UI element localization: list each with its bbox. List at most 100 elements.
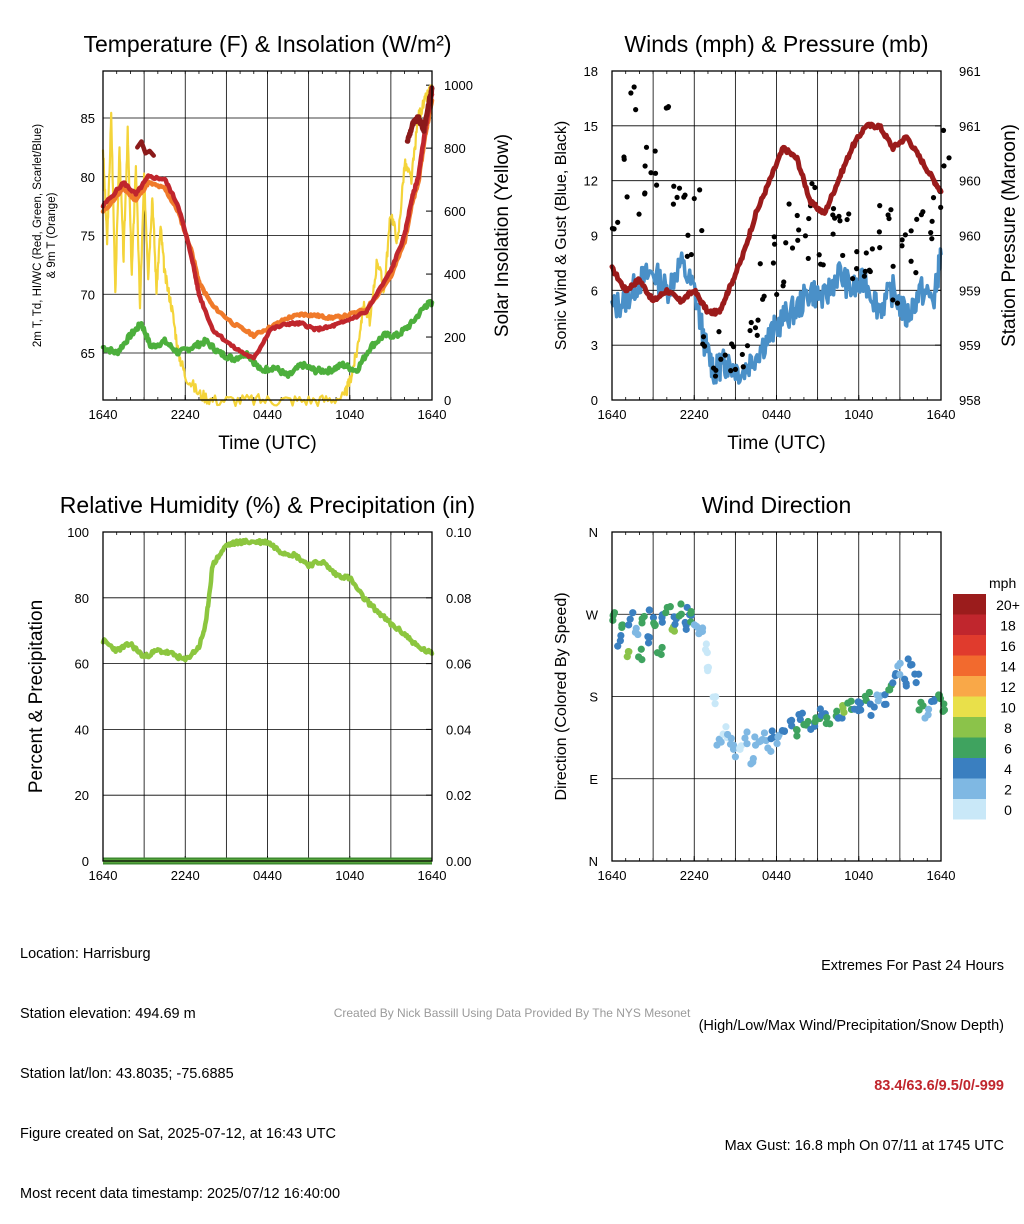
direction-point: [811, 717, 819, 726]
legend-swatch: [953, 655, 986, 676]
y-tick-label: 70: [81, 287, 95, 302]
direction-point: [751, 733, 759, 741]
plot-border: [611, 70, 942, 401]
direction-point: [649, 613, 658, 622]
elevation-text: Station elevation: 494.69 m: [20, 1006, 196, 1022]
extremes-info: Extremes For Past 24 Hours (High/Low/Max…: [699, 916, 1004, 1176]
y2-tick-label: 0.06: [446, 657, 471, 672]
direction-point: [609, 616, 617, 624]
direction-point: [638, 615, 646, 623]
direction-point: [870, 703, 878, 711]
y-axis-label: Percent & Precipitation: [26, 600, 47, 793]
direction-point: [788, 716, 796, 724]
gust-point: [832, 215, 838, 221]
chart-title: Wind Direction: [702, 492, 852, 518]
gust-point: [888, 207, 894, 213]
x-tick-label: 1640: [598, 868, 627, 883]
gust-point: [642, 191, 648, 197]
gust-point: [648, 170, 654, 176]
direction-point: [940, 700, 948, 708]
legend-swatch: [953, 737, 986, 758]
gust-point: [636, 211, 642, 217]
gust-point: [752, 325, 759, 331]
y2-tick-label: 0: [444, 393, 451, 408]
gust-point: [652, 148, 658, 154]
direction-point: [690, 621, 699, 629]
direction-point: [760, 729, 769, 737]
x-tick-label: 0440: [762, 407, 791, 422]
gust-point: [789, 245, 796, 251]
direction-point: [658, 643, 666, 652]
credit-text: Created By Nick Bassill Using Data Provi…: [333, 1006, 691, 1020]
gust-point: [684, 253, 690, 259]
gust-point: [699, 227, 705, 234]
gust-point: [732, 366, 739, 372]
direction-point: [614, 642, 622, 650]
direction-point: [731, 753, 739, 761]
gust-point: [844, 216, 850, 223]
gust-point: [739, 351, 745, 358]
gust-point: [722, 352, 728, 358]
gust-point: [771, 234, 777, 240]
gust-point: [830, 231, 836, 237]
y-tick-label: 9: [591, 229, 598, 244]
x-tick-label: 1640: [89, 868, 118, 883]
direction-point: [677, 600, 685, 608]
direction-point: [935, 691, 944, 699]
direction-point: [625, 621, 633, 629]
gust-point: [771, 241, 778, 247]
x-tick-label: 2240: [171, 407, 200, 422]
x-tick-label: 1040: [844, 407, 873, 422]
station-info: Location: Harrisburg Station elevation: …: [20, 904, 340, 1224]
gust-point: [802, 233, 809, 239]
y-tick-label: 3: [591, 338, 598, 353]
gust-point: [894, 300, 901, 306]
gust-point: [846, 211, 852, 217]
gust-point: [757, 261, 763, 267]
gust-point: [713, 367, 719, 373]
legend-label: 2: [1004, 782, 1012, 798]
direction-point: [698, 624, 707, 632]
y-tick-label: 40: [75, 722, 89, 737]
y-tick-label: W: [586, 607, 599, 622]
gust-point: [861, 273, 867, 279]
direction-point: [637, 645, 645, 653]
y-tick-label: N: [589, 854, 598, 869]
x-tick-label: 0440: [253, 407, 282, 422]
direction-point: [741, 734, 749, 742]
x-tick-label: 0440: [253, 868, 282, 883]
gust-point: [863, 250, 869, 256]
y-tick-label: 85: [81, 111, 95, 126]
direction-point: [712, 693, 720, 701]
y2-tick-label: 958: [959, 393, 981, 408]
direction-point: [767, 747, 775, 755]
gust-point: [795, 237, 801, 243]
y2-tick-label: 1000: [444, 78, 473, 93]
gust-point: [728, 368, 734, 374]
y2-axis-label: Station Pressure (Maroon): [999, 124, 1020, 347]
chart-panel-1: 1640 2240 0440 1040 1640 Temperature (F) & In…: [32, 31, 513, 454]
gust-point: [633, 107, 639, 113]
direction-point: [743, 740, 751, 748]
direction-point: [807, 725, 815, 733]
direction-point: [729, 741, 738, 749]
gust-point: [671, 183, 677, 189]
series-line: [100, 92, 435, 361]
x-tick-label: 1040: [335, 868, 364, 883]
gust-point: [624, 194, 630, 200]
gust-point: [701, 343, 708, 349]
gust-point: [853, 266, 860, 272]
y-axis-label: Sonic Wind & Gust (Blue, Black): [553, 121, 570, 350]
y2-tick-label: 960: [959, 174, 981, 189]
x-tick-label: 2240: [171, 868, 200, 883]
gust-point: [908, 258, 914, 264]
direction-point: [677, 610, 685, 618]
extremes-values: 83.4/63.6/9.5/0/-999: [874, 1078, 1004, 1094]
series-line: [404, 85, 435, 144]
gust-point: [820, 262, 826, 268]
latlon-text: Station lat/lon: 43.8035; -75.6885: [20, 1066, 234, 1082]
y2-tick-label: 0.00: [446, 854, 471, 869]
legend-title: mph: [989, 575, 1016, 591]
legend-swatch: [953, 799, 986, 820]
gust-point: [930, 195, 937, 201]
